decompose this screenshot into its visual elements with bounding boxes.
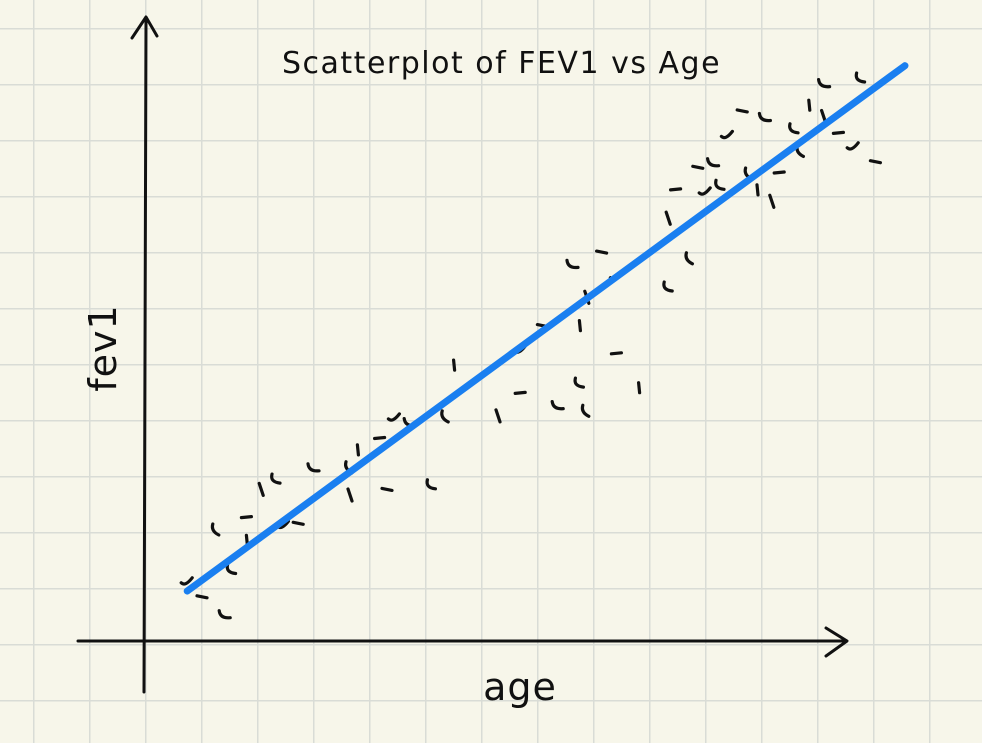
data-point [636, 381, 642, 395]
data-point [425, 478, 437, 491]
data-point [609, 351, 624, 356]
y-axis-label: fev1 [81, 304, 125, 391]
data-point [440, 409, 450, 424]
data-point [577, 319, 583, 333]
data-point [668, 187, 683, 192]
data-point [705, 157, 721, 168]
data-point [772, 170, 786, 175]
data-point [452, 358, 457, 372]
y-axis [142, 18, 148, 694]
data-point [831, 130, 846, 135]
data-point [594, 249, 609, 255]
data-point [662, 280, 674, 293]
data-point [380, 486, 394, 492]
data-point [257, 481, 265, 497]
data-point [735, 108, 749, 114]
data-point [697, 186, 712, 196]
data-point [868, 159, 883, 165]
data-point [573, 376, 586, 389]
data-point [195, 594, 209, 600]
data-point [386, 412, 401, 422]
data-point [217, 609, 232, 620]
data-point [291, 520, 305, 526]
data-point [714, 178, 726, 191]
data-point [494, 408, 502, 424]
data-point [270, 472, 282, 485]
data-point [565, 258, 580, 270]
data-point [306, 462, 321, 473]
data-point [239, 514, 253, 520]
data-point [550, 400, 565, 411]
trend-line [183, 62, 909, 595]
data-point [691, 164, 705, 170]
data-points [179, 71, 883, 620]
data-point [816, 77, 832, 89]
data-point [719, 129, 735, 140]
data-point [755, 183, 760, 197]
data-point [757, 111, 773, 123]
data-point [179, 576, 194, 586]
x-axis-label: age [483, 665, 557, 709]
chart-title: Scatterplot of FEV1 vs Age [282, 46, 721, 81]
data-point [373, 435, 387, 441]
data-point [664, 210, 672, 226]
data-point [580, 403, 591, 418]
data-point [768, 193, 776, 209]
trend-line-group [183, 62, 909, 595]
axes [76, 15, 849, 694]
data-point [210, 522, 221, 537]
data-point [513, 390, 527, 395]
data-point [355, 443, 360, 457]
data-point [225, 562, 238, 576]
data-point [346, 487, 354, 503]
x-axis-arrowhead [824, 626, 849, 658]
y-axis-arrowhead [130, 15, 159, 40]
data-point [845, 141, 860, 151]
data-point [684, 251, 695, 266]
data-point [854, 71, 867, 84]
data-point [807, 98, 812, 112]
data-point [788, 122, 800, 135]
